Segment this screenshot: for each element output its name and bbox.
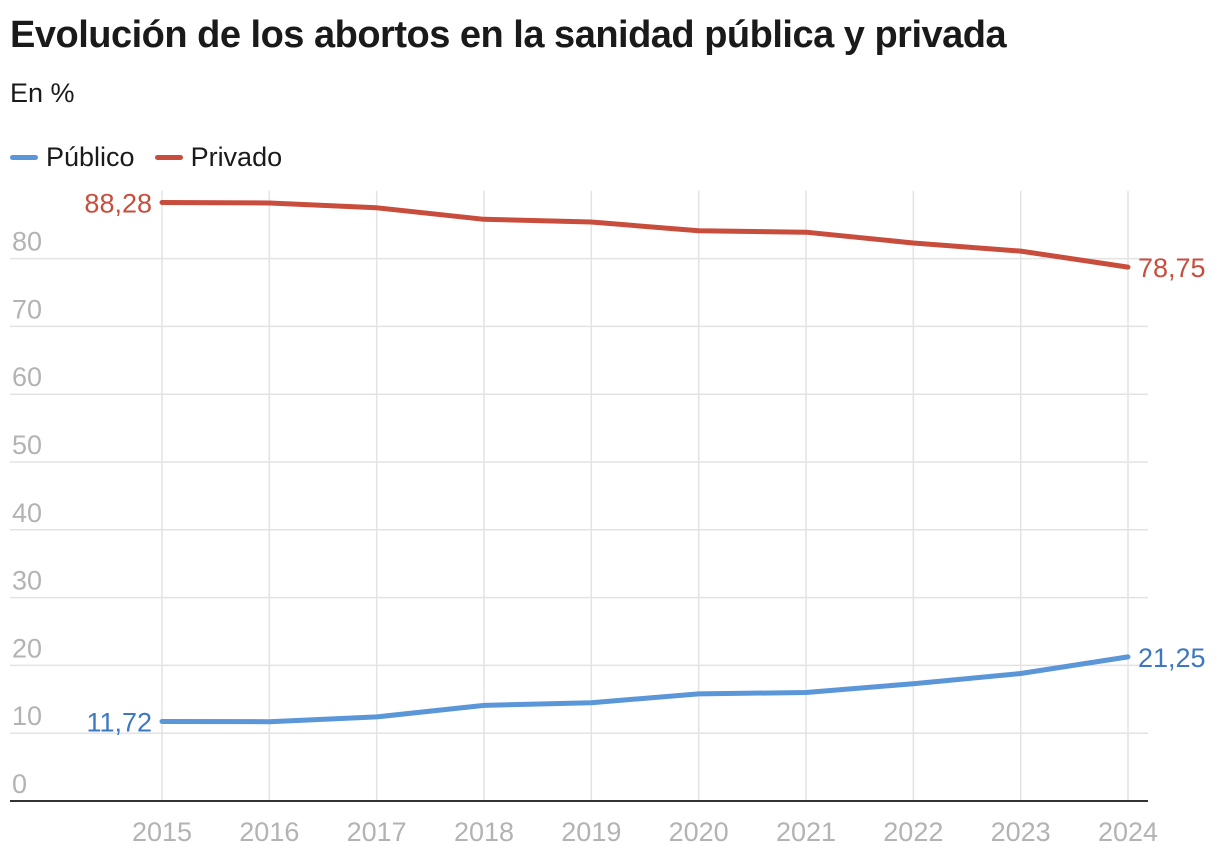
- data-label-end-privado: 78,75: [1138, 253, 1206, 283]
- y-tick-label-20: 20: [12, 633, 42, 663]
- y-tick-label-0: 0: [12, 769, 27, 799]
- x-tick-label-2022: 2022: [883, 817, 943, 847]
- x-tick-label-2016: 2016: [239, 817, 299, 847]
- x-tick-label-2020: 2020: [669, 817, 729, 847]
- chart-subtitle: En %: [10, 78, 75, 108]
- data-labels: 11,72 21,25 88,28 78,75: [84, 188, 1205, 737]
- x-tick-label-2019: 2019: [561, 817, 621, 847]
- x-tick-label-2024: 2024: [1098, 817, 1158, 847]
- data-label-start-p-blico: 11,72: [86, 708, 152, 738]
- grid: [10, 190, 1148, 801]
- x-tick-label-2021: 2021: [776, 817, 836, 847]
- x-tick-label-2017: 2017: [347, 817, 407, 847]
- series: [159, 200, 1131, 725]
- y-tick-label-10: 10: [12, 701, 42, 731]
- legend-swatch-privado: [154, 155, 183, 160]
- axes: 0 10 20 30 40 50 60 70 80 2015 2016 2017 2018 2019 202…: [10, 227, 1158, 847]
- legend: Público Privado: [10, 142, 302, 173]
- y-tick-label-50: 50: [12, 430, 42, 460]
- legend-label-privado: Privado: [190, 142, 283, 172]
- data-label-start-privado: 88,28: [84, 188, 152, 218]
- data-label-end-p-blico: 21,25: [1138, 643, 1206, 673]
- x-tick-label-2015: 2015: [132, 817, 192, 847]
- y-tick-label-30: 30: [12, 566, 42, 596]
- series-line-p-blico: [159, 654, 1131, 725]
- y-tick-label-70: 70: [12, 294, 42, 324]
- series-line-privado: [159, 200, 1131, 270]
- y-tick-label-60: 60: [12, 362, 42, 392]
- y-tick-label-40: 40: [12, 498, 42, 528]
- chart-title: Evolución de los abortos en la sanidad p…: [10, 14, 1007, 56]
- legend-swatch-publico: [10, 155, 38, 160]
- x-tick-label-2023: 2023: [991, 817, 1051, 847]
- legend-item-publico: Público: [10, 142, 135, 173]
- legend-item-privado: Privado: [154, 142, 283, 173]
- x-tick-label-2018: 2018: [454, 817, 514, 847]
- y-tick-label-80: 80: [12, 227, 42, 257]
- legend-label-publico: Público: [46, 142, 135, 172]
